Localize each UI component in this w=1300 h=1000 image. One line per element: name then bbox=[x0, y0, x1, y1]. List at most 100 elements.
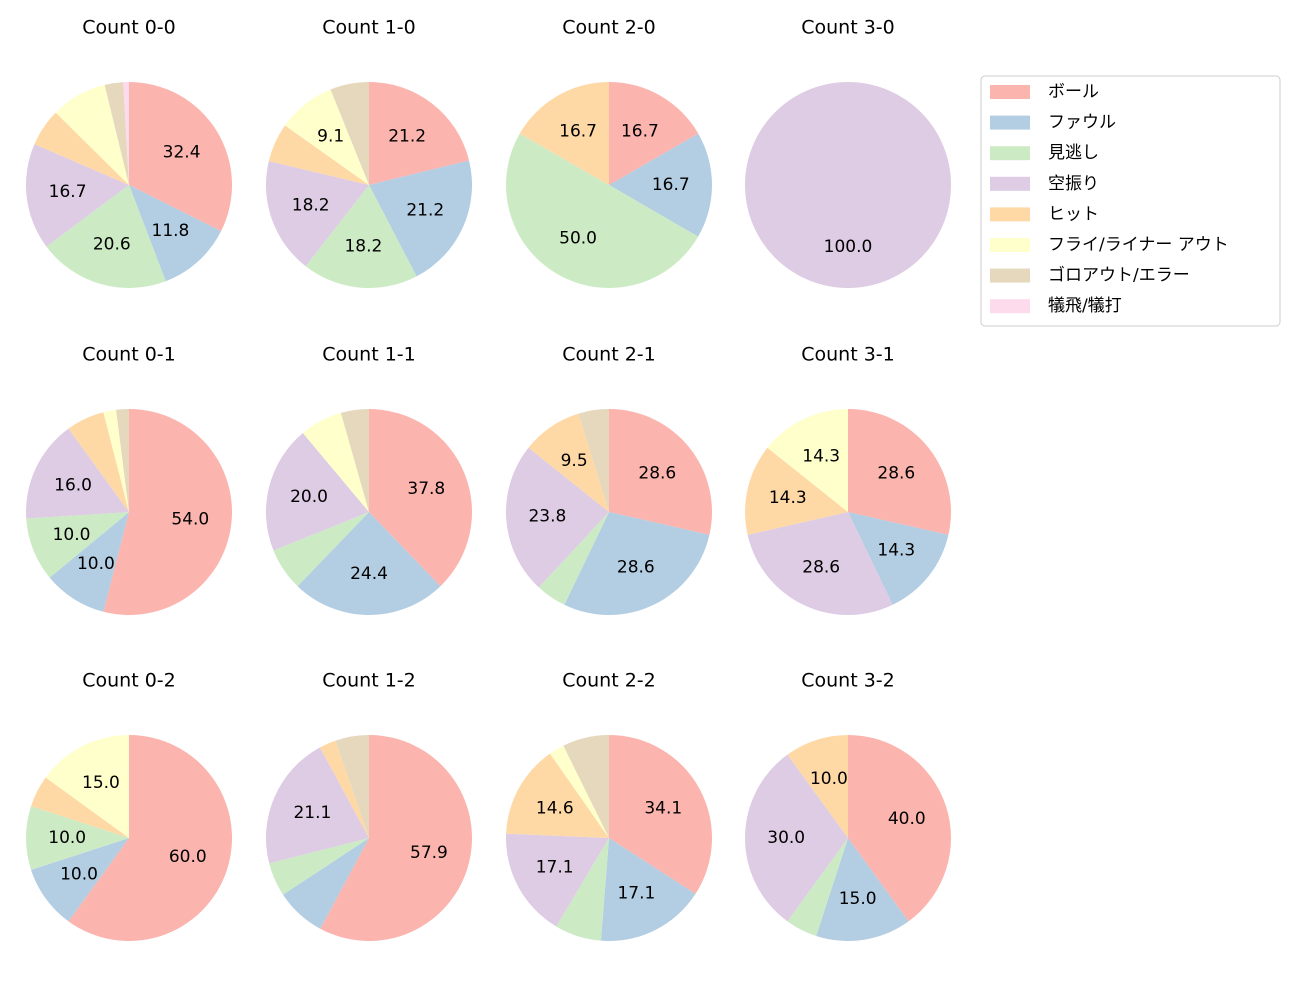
pie-slice bbox=[747, 512, 893, 615]
legend-swatch bbox=[990, 299, 1030, 314]
pie-slice bbox=[816, 838, 909, 941]
legend-swatch bbox=[990, 207, 1030, 222]
pie-slice bbox=[116, 409, 129, 512]
value-label: 21.2 bbox=[388, 126, 426, 146]
legend-swatch bbox=[990, 176, 1030, 191]
chart-title: Count 0-0 bbox=[82, 17, 176, 39]
value-label: 17.1 bbox=[617, 883, 655, 903]
pie-slice bbox=[266, 161, 369, 267]
value-label: 14.6 bbox=[536, 798, 574, 818]
value-label: 10.0 bbox=[810, 769, 848, 789]
value-label: 18.2 bbox=[292, 195, 330, 215]
value-label: 11.8 bbox=[152, 221, 190, 241]
pie-slice bbox=[25, 806, 129, 870]
value-label: 10.0 bbox=[77, 554, 115, 574]
value-label: 28.6 bbox=[638, 463, 676, 483]
value-label: 23.8 bbox=[528, 507, 566, 527]
value-label: 18.2 bbox=[344, 237, 382, 257]
value-label: 10.0 bbox=[48, 828, 86, 848]
pie-slice bbox=[26, 512, 129, 578]
pie-slice bbox=[34, 112, 129, 185]
pie-slice bbox=[68, 735, 232, 941]
pie-slice bbox=[297, 512, 441, 615]
legend-label: ヒット bbox=[1048, 204, 1099, 224]
pie-slice bbox=[564, 512, 710, 615]
pie-slice bbox=[340, 409, 369, 512]
pie-slice bbox=[744, 447, 848, 535]
pie-slice bbox=[609, 133, 712, 237]
pie-slice bbox=[273, 512, 369, 587]
legend-label: 空振り bbox=[1048, 174, 1099, 194]
pie-slice bbox=[45, 735, 129, 838]
pie-slice bbox=[25, 144, 129, 247]
pie-slice bbox=[848, 409, 951, 535]
pie-slice bbox=[528, 413, 609, 512]
pie-slice bbox=[787, 735, 848, 838]
value-label: 16.7 bbox=[559, 121, 597, 141]
pie-slice bbox=[549, 745, 609, 838]
pie-slice bbox=[266, 747, 369, 864]
chart-title: Count 2-2 bbox=[562, 670, 656, 692]
value-label: 17.1 bbox=[536, 857, 574, 877]
pie-slice bbox=[104, 82, 129, 185]
pie-slice bbox=[302, 412, 369, 512]
pie-slice bbox=[31, 777, 129, 838]
pie-slice bbox=[265, 433, 369, 551]
pie-slice bbox=[848, 735, 951, 922]
legend-label: ゴロアウト/エラー bbox=[1048, 265, 1190, 286]
pie-slice bbox=[745, 754, 848, 922]
pie-slice bbox=[506, 447, 609, 588]
pie-slice bbox=[519, 82, 609, 185]
chart-title: Count 3-1 bbox=[801, 344, 895, 366]
pie-slice bbox=[320, 735, 472, 941]
pie-slice bbox=[46, 185, 166, 288]
pie-slice bbox=[269, 838, 369, 895]
chart-title: Count 0-1 bbox=[82, 344, 176, 366]
pie-slice bbox=[319, 740, 369, 838]
pie-slice bbox=[538, 512, 609, 605]
pie-slice bbox=[335, 735, 369, 838]
pie-slice bbox=[305, 185, 417, 288]
value-label: 20.6 bbox=[93, 234, 131, 254]
pie-slice bbox=[609, 409, 712, 535]
value-label: 9.1 bbox=[317, 127, 344, 147]
pie-slice bbox=[129, 82, 232, 232]
legend-box bbox=[980, 75, 1281, 327]
value-label: 16.0 bbox=[54, 476, 92, 496]
pie-slice bbox=[506, 753, 609, 838]
value-label: 16.7 bbox=[652, 175, 690, 195]
value-label: 10.0 bbox=[60, 864, 98, 884]
pie-slice bbox=[787, 838, 848, 936]
value-label: 100.0 bbox=[824, 237, 873, 257]
value-label: 30.0 bbox=[767, 828, 805, 848]
pie-slice bbox=[609, 82, 699, 185]
value-label: 54.0 bbox=[171, 510, 209, 530]
value-label: 16.7 bbox=[49, 182, 87, 202]
legend-label: 犠飛/犠打 bbox=[1048, 296, 1122, 316]
value-label: 28.6 bbox=[802, 558, 840, 578]
pie-slice bbox=[369, 160, 472, 277]
value-label: 57.9 bbox=[410, 843, 448, 863]
pie-slice bbox=[103, 409, 129, 512]
chart-title: Count 1-2 bbox=[322, 670, 416, 692]
legend-swatch bbox=[990, 268, 1030, 283]
legend-swatch bbox=[990, 238, 1030, 252]
value-label: 14.3 bbox=[877, 541, 915, 561]
value-label: 34.1 bbox=[644, 798, 682, 818]
legend-label: フライ/ライナー アウト bbox=[1048, 235, 1229, 255]
chart-title: Count 1-1 bbox=[322, 344, 416, 366]
legend-swatch bbox=[990, 115, 1030, 130]
pie-slice bbox=[103, 409, 233, 615]
value-label: 20.0 bbox=[290, 487, 328, 507]
pie-slice bbox=[26, 428, 129, 519]
pie-slice bbox=[123, 82, 129, 185]
chart-title: Count 2-0 bbox=[562, 17, 656, 39]
legend-swatch bbox=[990, 146, 1030, 161]
value-label: 16.7 bbox=[621, 121, 659, 141]
value-label: 37.8 bbox=[407, 479, 445, 499]
pie-slice bbox=[745, 82, 951, 288]
value-label: 21.2 bbox=[406, 200, 444, 220]
value-label: 28.6 bbox=[617, 558, 655, 578]
